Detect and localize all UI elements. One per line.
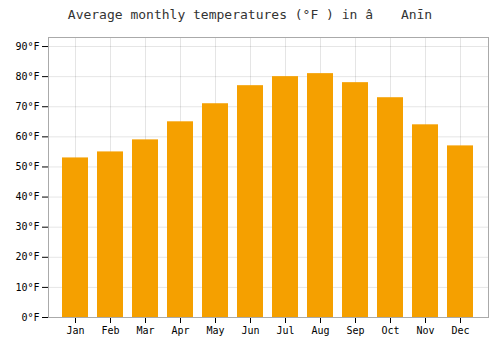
svg-text:0°F: 0°F bbox=[21, 312, 39, 323]
svg-text:May: May bbox=[206, 325, 224, 336]
svg-text:Apr: Apr bbox=[171, 325, 189, 336]
svg-text:Jul: Jul bbox=[276, 325, 294, 336]
html-text:Average monthly temperatures (: Average monthly temperatures (°F ) in â… bbox=[67, 7, 433, 22]
svg-text:10°F: 10°F bbox=[15, 282, 39, 293]
svg-text:80°F: 80°F bbox=[15, 71, 39, 82]
svg-text:60°F: 60°F bbox=[15, 131, 39, 142]
svg-text:40°F: 40°F bbox=[15, 191, 39, 202]
svg-text:90°F: 90°F bbox=[15, 41, 39, 52]
svg-text:20°F: 20°F bbox=[15, 251, 39, 262]
svg-text:Jan: Jan bbox=[66, 325, 84, 336]
svg-text:Feb: Feb bbox=[101, 325, 119, 336]
svg-text:70°F: 70°F bbox=[15, 101, 39, 112]
svg-text:Dec: Dec bbox=[451, 325, 469, 336]
svg-text:Nov: Nov bbox=[416, 325, 434, 336]
svg-text:50°F: 50°F bbox=[15, 161, 39, 172]
svg-text:Jun: Jun bbox=[241, 325, 259, 336]
svg-text:Oct: Oct bbox=[381, 325, 399, 336]
svg-text:Mar: Mar bbox=[136, 325, 154, 336]
svg-text:30°F: 30°F bbox=[15, 221, 39, 232]
svg-text:Aug: Aug bbox=[311, 325, 329, 336]
svg-text:Sep: Sep bbox=[346, 325, 364, 336]
